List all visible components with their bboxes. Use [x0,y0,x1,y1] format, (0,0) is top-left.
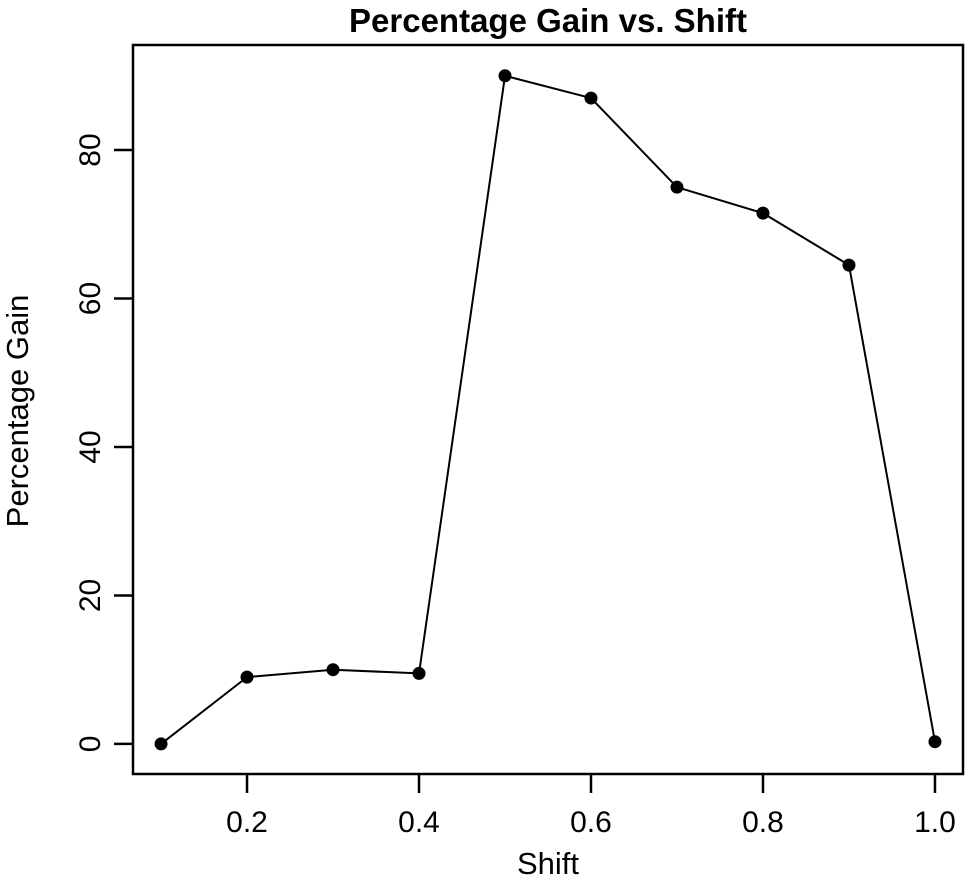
y-axis-tick-label: 20 [74,579,107,612]
data-point [498,69,512,83]
data-point [412,666,426,680]
x-axis-tick-label: 0.2 [226,806,268,839]
data-point [756,206,770,220]
plot-border [131,43,965,776]
data-line [160,74,936,745]
x-axis-tick-label: 0.6 [570,806,612,839]
y-axis-label: Percentage Gain [0,294,35,528]
y-axis-tick-label: 60 [74,282,107,315]
y-axis-tick-label: 0 [74,736,107,753]
y-axis-tick-label: 80 [74,133,107,166]
data-point [584,91,598,105]
data-point [326,663,340,677]
data-point [928,735,942,749]
chart-title: Percentage Gain vs. Shift [349,2,747,39]
y-axis-tick-label: 40 [74,430,107,463]
data-point [154,737,168,751]
data-point [842,258,856,272]
x-axis-label: Shift [516,846,580,881]
data-point [240,670,254,684]
x-axis-tick-label: 0.4 [398,806,440,839]
data-point [670,180,684,194]
x-axis-tick-label: 0.8 [742,806,784,839]
x-axis-tick-label: 1.0 [914,806,956,839]
